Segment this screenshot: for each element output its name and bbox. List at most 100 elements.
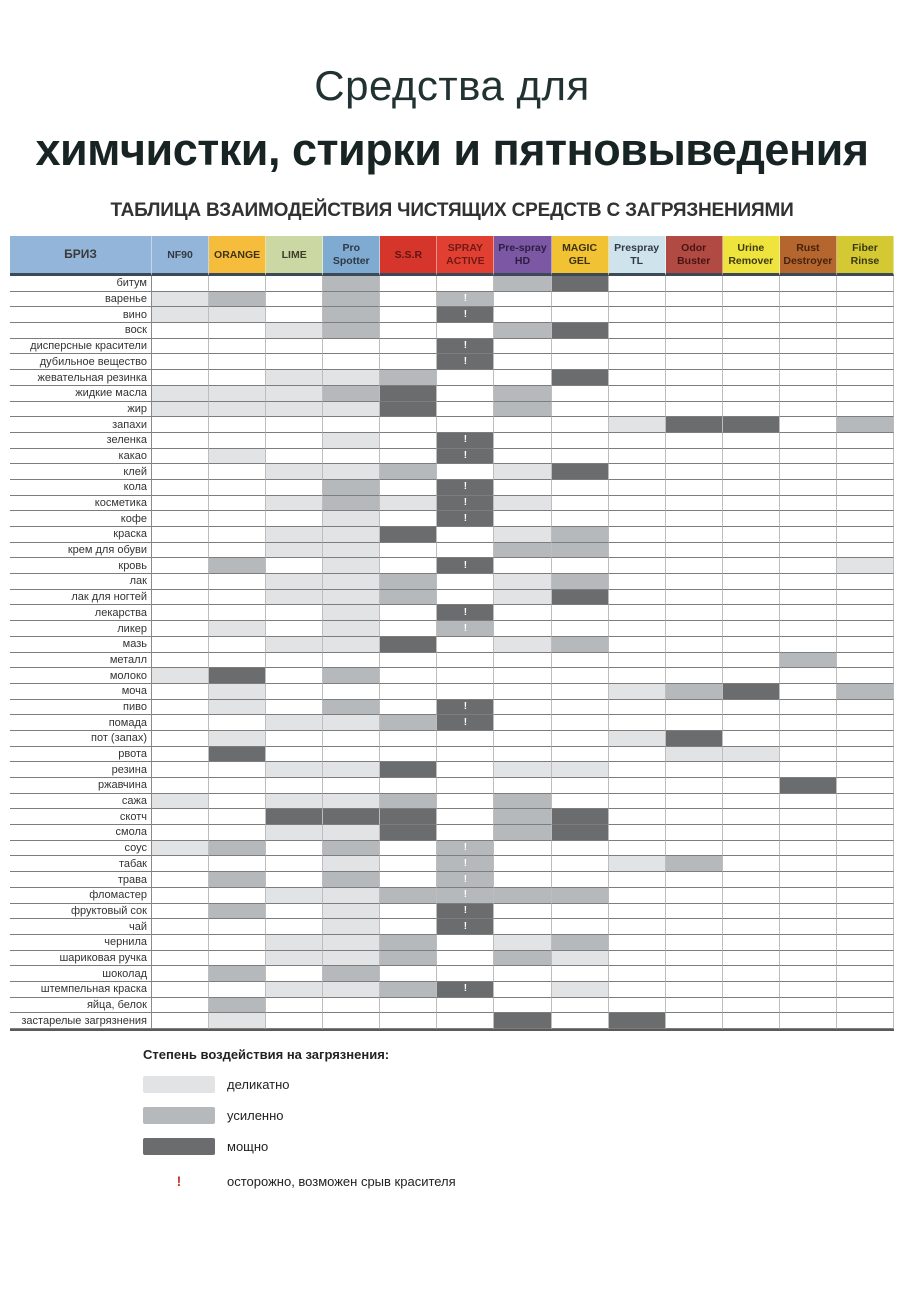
stain-cell bbox=[779, 762, 837, 779]
stain-cell bbox=[665, 338, 723, 355]
stain-cell bbox=[494, 385, 552, 402]
stain-cell bbox=[380, 652, 438, 669]
title-block: Средства для химчистки, стирки и пятновы… bbox=[0, 62, 904, 176]
column-header-lime: LIME bbox=[266, 236, 324, 277]
stain-cell bbox=[608, 323, 666, 339]
caution-mark: ! bbox=[463, 308, 468, 320]
stain-cell bbox=[266, 621, 324, 637]
stain-cell bbox=[152, 464, 210, 480]
stain-cell bbox=[608, 762, 666, 779]
legend-item-powerful: мощно bbox=[143, 1138, 904, 1156]
stain-cell bbox=[152, 981, 210, 998]
stain-cell bbox=[779, 479, 837, 496]
row-label: помада bbox=[10, 715, 152, 731]
stain-cell bbox=[836, 715, 894, 731]
stain-cell bbox=[152, 276, 210, 292]
stain-cell bbox=[323, 558, 381, 575]
stain-cell bbox=[665, 1013, 723, 1030]
stain-cell bbox=[380, 621, 438, 637]
stain-cell bbox=[836, 511, 894, 528]
caution-exclamation-icon: ! bbox=[176, 1173, 182, 1190]
stain-cell bbox=[665, 966, 723, 982]
stain-cell bbox=[494, 401, 552, 418]
row-label: штемпельная краска bbox=[10, 981, 152, 998]
stain-cell bbox=[380, 307, 438, 324]
stain-cell bbox=[494, 903, 552, 920]
stain-cell bbox=[722, 778, 780, 794]
row-label: какао bbox=[10, 448, 152, 465]
stain-cell bbox=[836, 385, 894, 402]
stain-cell bbox=[152, 730, 210, 747]
stain-cell bbox=[437, 636, 495, 653]
stain-cell bbox=[722, 793, 780, 810]
stain-cell bbox=[722, 825, 780, 841]
stain-cell bbox=[152, 778, 210, 794]
stain-cell bbox=[836, 1013, 894, 1030]
stain-cell bbox=[836, 354, 894, 371]
stain-cell bbox=[722, 323, 780, 339]
stain-cell: ! bbox=[437, 715, 495, 731]
stain-cell bbox=[722, 1013, 780, 1030]
stain-cell bbox=[551, 432, 609, 449]
stain-cell bbox=[152, 668, 210, 684]
stain-cell bbox=[551, 307, 609, 324]
stain-cell bbox=[494, 307, 552, 324]
stain-cell bbox=[323, 683, 381, 700]
stain-cell bbox=[665, 919, 723, 935]
stain-cell bbox=[551, 950, 609, 967]
stain-cell bbox=[209, 966, 267, 982]
stain-cell bbox=[722, 746, 780, 763]
stain-cell bbox=[722, 432, 780, 449]
stain-cell bbox=[323, 542, 381, 559]
stain-cell bbox=[551, 715, 609, 731]
stain-cell bbox=[665, 872, 723, 888]
stain-cell bbox=[152, 919, 210, 935]
legend-item-caution: ! осторожно, возможен срыв красителя bbox=[143, 1173, 904, 1189]
stain-cell bbox=[608, 511, 666, 528]
row-label: дисперсные красители bbox=[10, 338, 152, 355]
stain-cell bbox=[608, 856, 666, 873]
stain-cell bbox=[779, 950, 837, 967]
stain-cell bbox=[323, 323, 381, 339]
stain-cell bbox=[551, 323, 609, 339]
stain-cell bbox=[437, 276, 495, 292]
stain-cell bbox=[494, 479, 552, 496]
stain-cell bbox=[209, 981, 267, 998]
stain-cell bbox=[209, 668, 267, 684]
stain-cell bbox=[494, 1013, 552, 1030]
caution-mark: ! bbox=[463, 700, 468, 712]
row-label: жир bbox=[10, 401, 152, 418]
stain-cell bbox=[722, 338, 780, 355]
row-label: скотч bbox=[10, 809, 152, 826]
stain-cell bbox=[323, 887, 381, 904]
stain-cell bbox=[551, 354, 609, 371]
stain-cell bbox=[494, 997, 552, 1014]
stain-cell bbox=[551, 825, 609, 841]
caution-mark: ! bbox=[463, 716, 468, 728]
caution-mark: ! bbox=[463, 355, 468, 367]
row-label: лак bbox=[10, 574, 152, 590]
row-label: запахи bbox=[10, 417, 152, 433]
stain-cell bbox=[779, 401, 837, 418]
stain-cell bbox=[323, 668, 381, 684]
column-header-urine-remover: Urine Remover bbox=[722, 236, 780, 277]
stain-cell bbox=[551, 699, 609, 716]
stain-cell bbox=[836, 574, 894, 590]
stain-cell bbox=[380, 825, 438, 841]
stain-cell bbox=[551, 542, 609, 559]
stain-cell bbox=[323, 401, 381, 418]
stain-cell bbox=[722, 887, 780, 904]
stain-cell bbox=[722, 683, 780, 700]
stain-cell bbox=[209, 746, 267, 763]
stain-cell bbox=[266, 683, 324, 700]
stain-cell bbox=[266, 636, 324, 653]
stain-cell bbox=[665, 621, 723, 637]
column-header-line: GEL bbox=[568, 254, 591, 267]
stain-cell bbox=[380, 793, 438, 810]
stain-cell bbox=[608, 997, 666, 1014]
stain-cell bbox=[722, 542, 780, 559]
stain-cell bbox=[836, 464, 894, 480]
stain-cell bbox=[779, 778, 837, 794]
row-label: чай bbox=[10, 919, 152, 935]
row-label: кофе bbox=[10, 511, 152, 528]
